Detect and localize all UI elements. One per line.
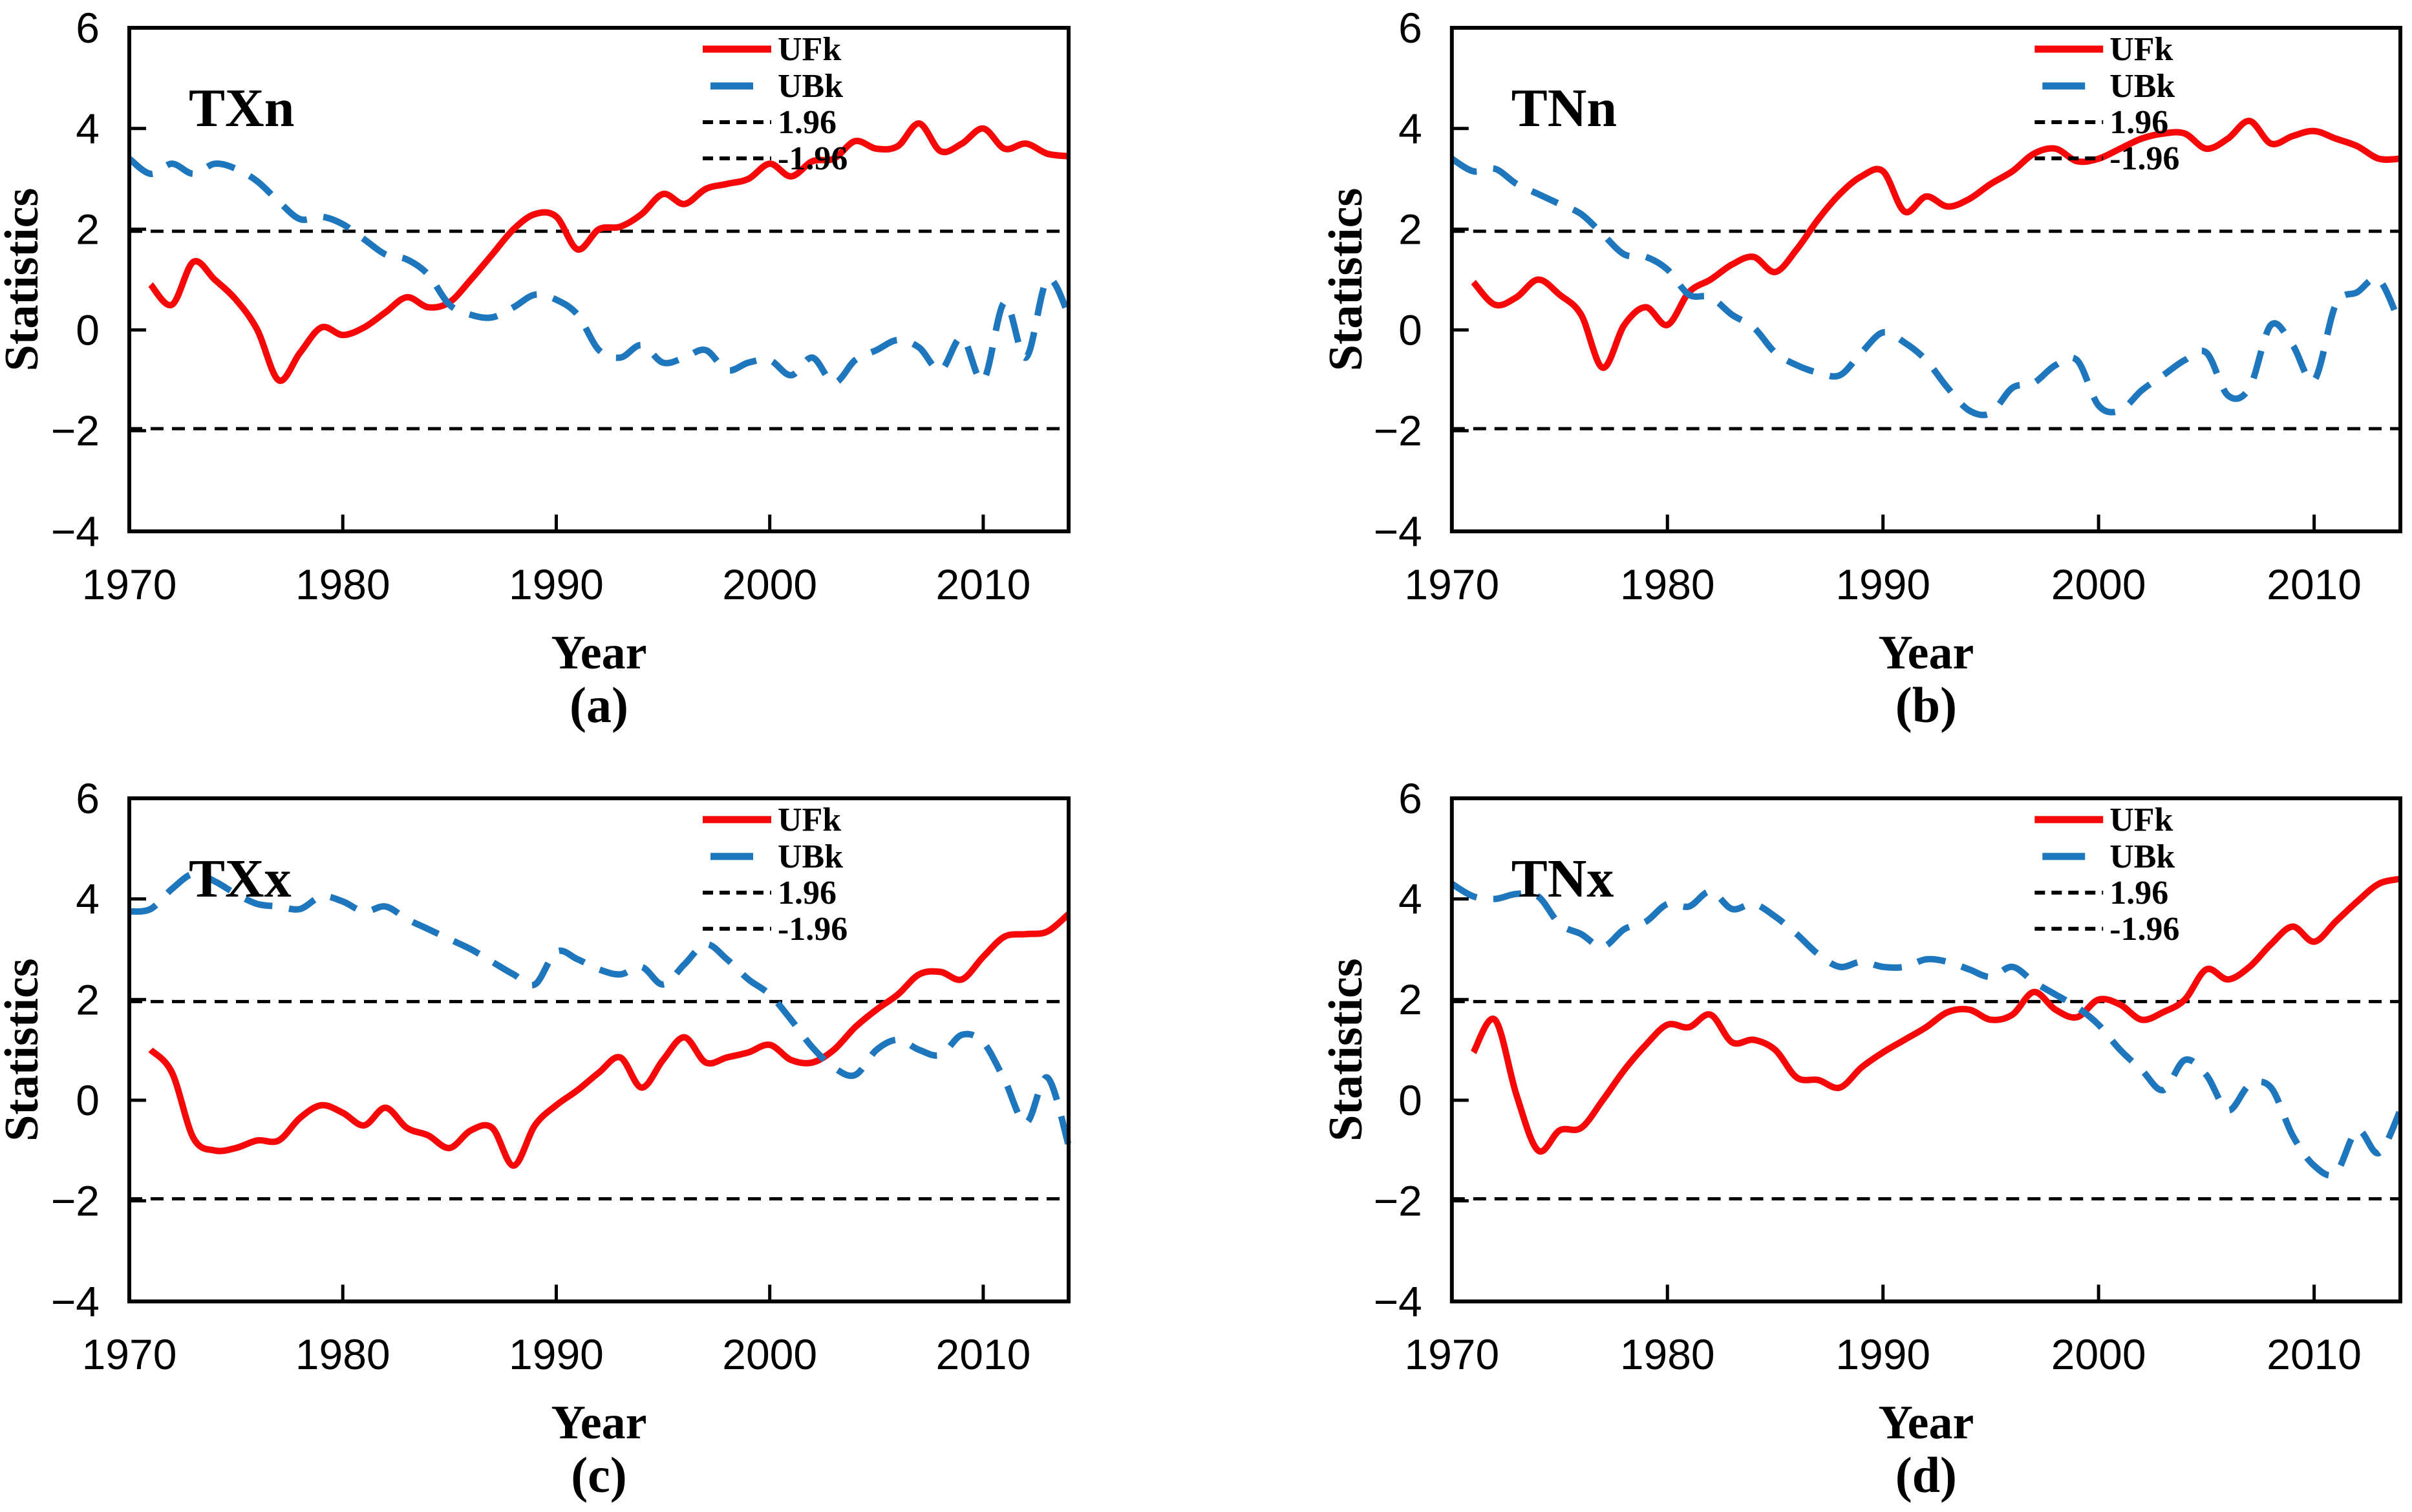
x-tick-label: 1990 [509, 560, 604, 608]
legend-label: UBk [2109, 68, 2175, 105]
legend-label: 1.96 [2109, 104, 2168, 141]
y-tick-label: 6 [76, 4, 100, 52]
x-tick-label: 2000 [722, 1330, 817, 1378]
y-tick-label: −4 [1374, 1277, 1422, 1325]
y-tick-label: 6 [1398, 774, 1422, 822]
x-tick-label: 1990 [509, 1330, 604, 1378]
x-tick-label: 1970 [82, 560, 177, 608]
chart-panel-a: 1970 1980 1990 2000 2010 −4 −2 0 2 4 6 TXn Statistic… [0, 0, 1206, 756]
legend-label: 1.96 [778, 104, 837, 141]
x-axis-title: Year [551, 1396, 647, 1449]
x-tick-label: 2000 [2051, 560, 2146, 608]
ubk-line [1450, 880, 2404, 1179]
y-tick-label: 4 [76, 105, 100, 153]
chart-panel-c: 1970 1980 1990 2000 2010 −4 −2 0 2 4 6 TXx Statistic… [0, 756, 1206, 1512]
legend-label: UFk [2109, 802, 2173, 838]
chart-panel-b: 1970 1980 1990 2000 2010 −4 −2 0 2 4 6 TNn Statistic… [1206, 0, 2412, 756]
y-tick-label: 4 [1398, 875, 1422, 923]
y-tick-label: 0 [76, 1076, 100, 1124]
x-tick-label: 2000 [2051, 1330, 2146, 1378]
legend-label: -1.96 [2109, 911, 2179, 948]
ufk-line [148, 120, 1069, 384]
y-tick-label: 0 [1398, 306, 1422, 354]
ufk-line [148, 911, 1071, 1169]
x-tick-label: 2000 [722, 560, 817, 608]
ubk-line [127, 156, 1072, 387]
y-tick-label: −2 [1374, 1177, 1422, 1225]
y-tick-label: 0 [76, 306, 100, 354]
y-tick-label: −2 [51, 407, 100, 454]
y-axis-title: Statistics [1319, 958, 1372, 1141]
y-tick-label: 6 [1398, 4, 1422, 52]
x-tick-label: 2010 [2267, 1330, 2362, 1378]
panel-caption: (c) [571, 1447, 627, 1503]
ubk-line [129, 870, 1072, 1147]
chart-b: 1970 1980 1990 2000 2010 −4 −2 0 2 4 6 TNn Statistic… [1319, 4, 2404, 733]
ubk-line [1450, 156, 2404, 418]
panel-caption: (a) [570, 677, 628, 733]
plot-frame [127, 26, 1071, 533]
x-tick-label: 1990 [1835, 1330, 1930, 1378]
y-tick-label: −4 [51, 1277, 100, 1325]
y-tick-label: 2 [76, 975, 100, 1023]
chart-title: TNn [1511, 78, 1617, 138]
chart-a: 1970 1980 1990 2000 2010 −4 −2 0 2 4 6 TXn Statistic… [0, 4, 1072, 733]
x-tick-label: 1970 [1404, 560, 1499, 608]
y-tick-label: −4 [51, 507, 100, 555]
y-tick-label: 2 [1398, 206, 1422, 253]
plot-frame [127, 796, 1071, 1304]
legend-label: -1.96 [2109, 140, 2179, 177]
ufk-line [1471, 118, 2401, 371]
chart-title: TNx [1511, 849, 1614, 909]
plot-frame [1449, 26, 2403, 533]
x-tick-label: 1980 [295, 560, 390, 608]
x-tick-label: 1980 [1620, 1330, 1715, 1378]
chart-d: 1970 1980 1990 2000 2010 −4 −2 0 2 4 6 TNx Statistic… [1319, 774, 2404, 1503]
x-axis-title: Year [1878, 626, 1974, 679]
x-tick-label: 2010 [935, 1330, 1030, 1378]
y-tick-label: 2 [1398, 975, 1422, 1023]
y-tick-label: 4 [76, 875, 100, 923]
plot-frame [1449, 796, 2403, 1304]
y-tick-label: −4 [1374, 507, 1422, 555]
y-tick-label: 0 [1398, 1076, 1422, 1124]
legend-label: -1.96 [778, 140, 848, 177]
ufk-line [1470, 875, 2402, 1155]
legend-label: UBk [778, 838, 843, 875]
legend-label: UFk [778, 31, 841, 68]
chart-panel-d: 1970 1980 1990 2000 2010 −4 −2 0 2 4 6 TNx Statistic… [1206, 756, 2412, 1512]
x-tick-label: 2010 [2267, 560, 2362, 608]
x-tick-label: 1980 [295, 1330, 390, 1378]
chart-title: TXx [189, 849, 292, 909]
chart-title: TXn [189, 78, 294, 138]
legend-label: UBk [778, 68, 843, 105]
x-tick-label: 1980 [1620, 560, 1715, 608]
x-tick-label: 1990 [1835, 560, 1930, 608]
y-tick-label: −2 [1374, 407, 1422, 454]
x-tick-label: 1970 [1404, 1330, 1499, 1378]
y-axis-title: Statistics [0, 188, 48, 372]
x-axis-title: Year [551, 626, 647, 679]
legend-label: 1.96 [778, 875, 837, 911]
y-axis-title: Statistics [1319, 188, 1372, 372]
panel-caption: (d) [1895, 1447, 1957, 1503]
y-tick-label: 2 [76, 206, 100, 253]
x-tick-label: 2010 [935, 560, 1030, 608]
legend-label: UFk [2109, 31, 2173, 68]
y-tick-label: −2 [51, 1177, 100, 1225]
y-axis-title: Statistics [0, 958, 48, 1141]
y-tick-label: 6 [76, 774, 100, 822]
chart-c: 1970 1980 1990 2000 2010 −4 −2 0 2 4 6 TXx Statistic… [0, 774, 1072, 1503]
legend-label: UBk [2109, 838, 2175, 875]
y-tick-label: 4 [1398, 105, 1422, 153]
legend-label: -1.96 [778, 911, 848, 948]
x-tick-label: 1970 [82, 1330, 177, 1378]
legend-label: UFk [778, 802, 841, 838]
legend-label: 1.96 [2109, 875, 2168, 911]
x-axis-title: Year [1878, 1396, 1974, 1449]
panel-caption: (b) [1895, 677, 1957, 733]
